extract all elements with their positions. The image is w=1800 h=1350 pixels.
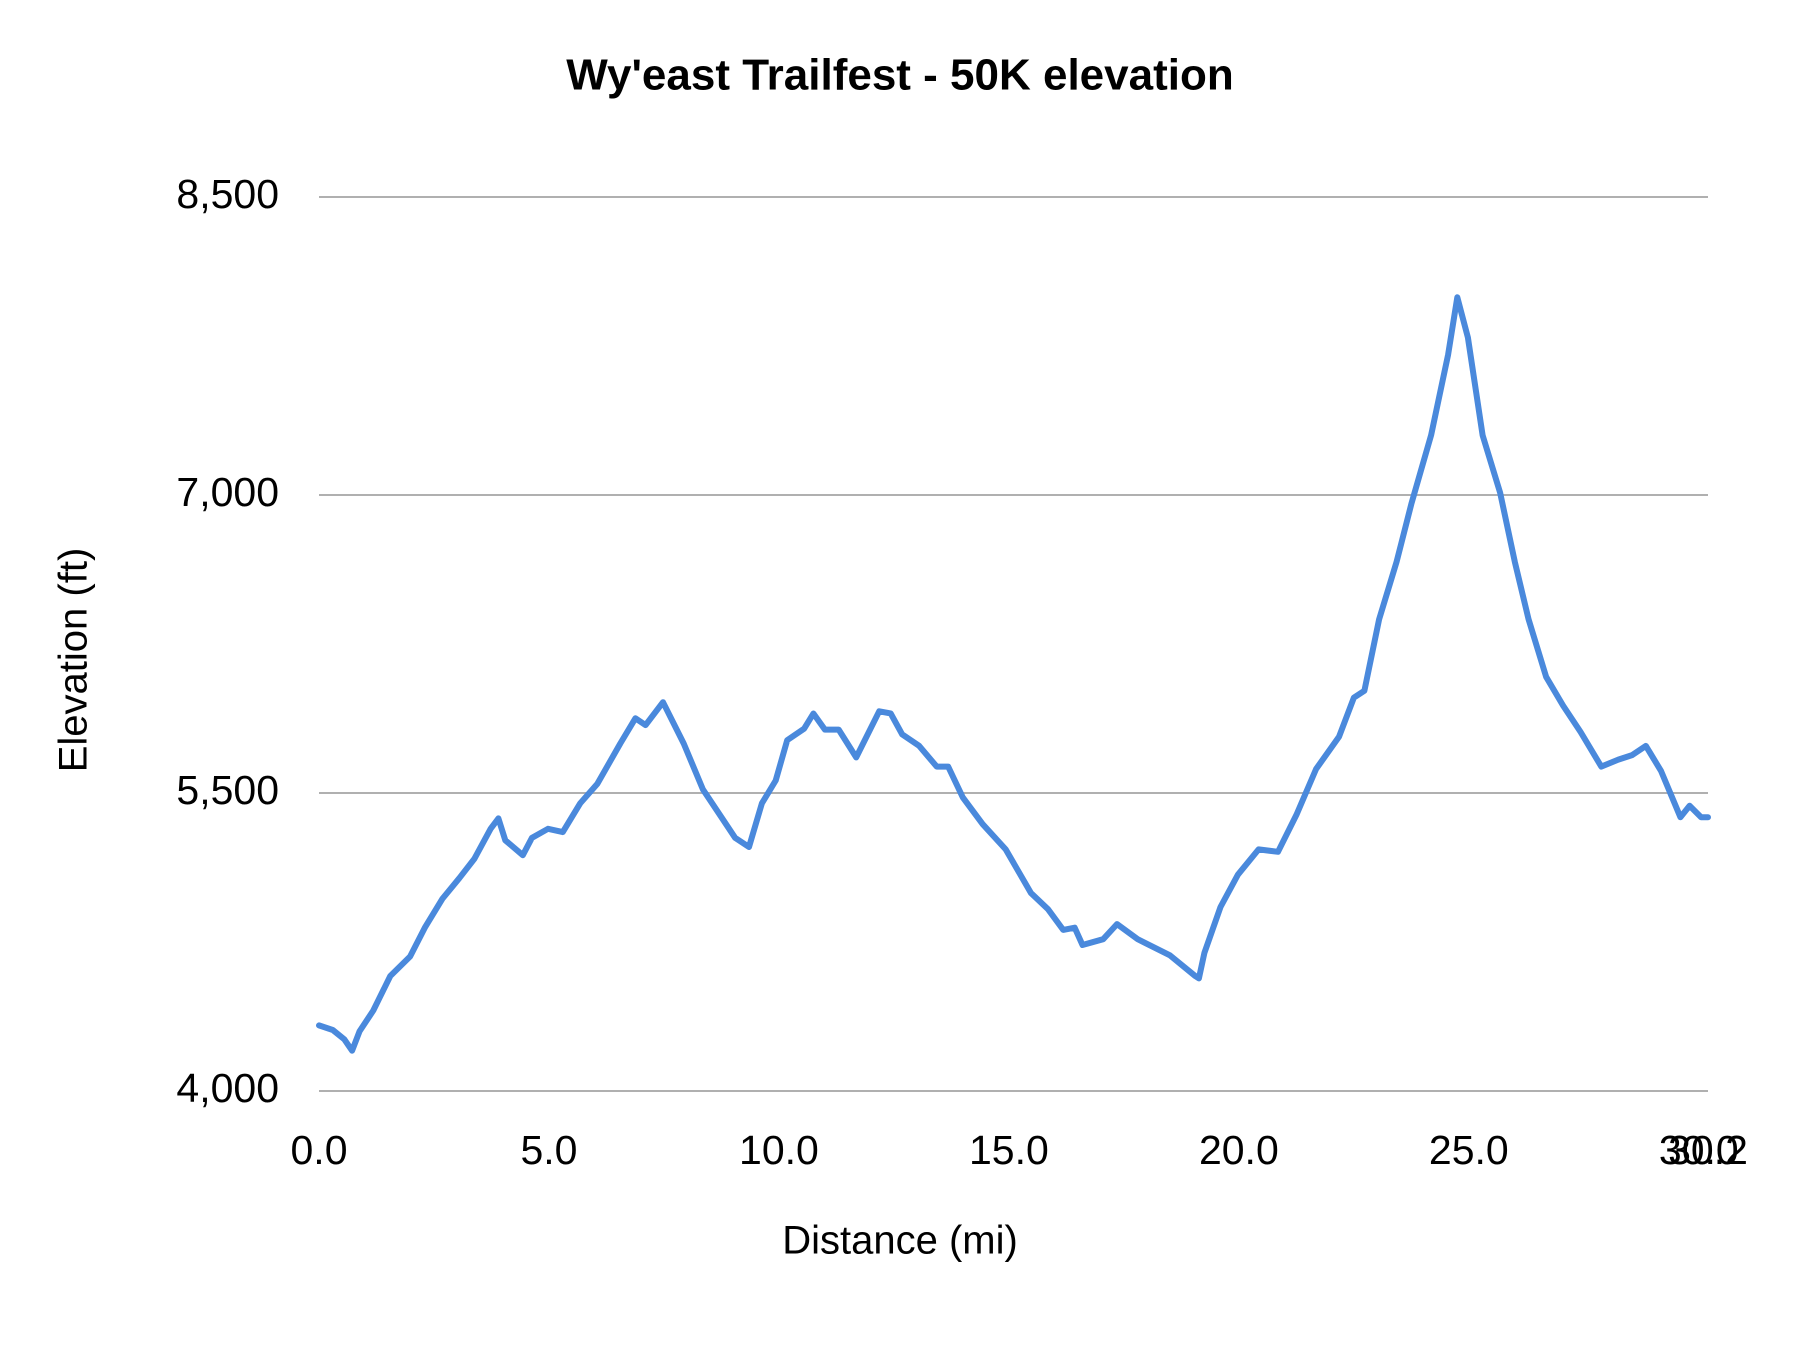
x-axis-label: Distance (mi) xyxy=(782,1219,1018,1263)
x-tick-label: 10.0 xyxy=(739,1127,819,1173)
x-tick-label: 30.2 xyxy=(1668,1127,1748,1173)
y-tick-label: 4,000 xyxy=(176,1065,279,1111)
x-tick-label: 30.0 xyxy=(1659,1127,1739,1173)
chart-title: Wy'east Trailfest - 50K elevation xyxy=(566,51,1233,100)
elevation-line xyxy=(316,294,1711,1054)
x-tick-label: 25.0 xyxy=(1429,1127,1509,1173)
x-tick-label: 5.0 xyxy=(520,1127,577,1173)
y-axis-label: Elevation (ft) xyxy=(52,548,96,773)
x-tick-label: 0.0 xyxy=(291,1127,348,1173)
x-tick-label: 20.0 xyxy=(1199,1127,1279,1173)
y-tick-label: 5,500 xyxy=(176,767,279,813)
y-tick-label: 7,000 xyxy=(176,469,279,515)
x-tick-label: 15.0 xyxy=(969,1127,1049,1173)
y-tick-label: 8,500 xyxy=(176,171,279,217)
